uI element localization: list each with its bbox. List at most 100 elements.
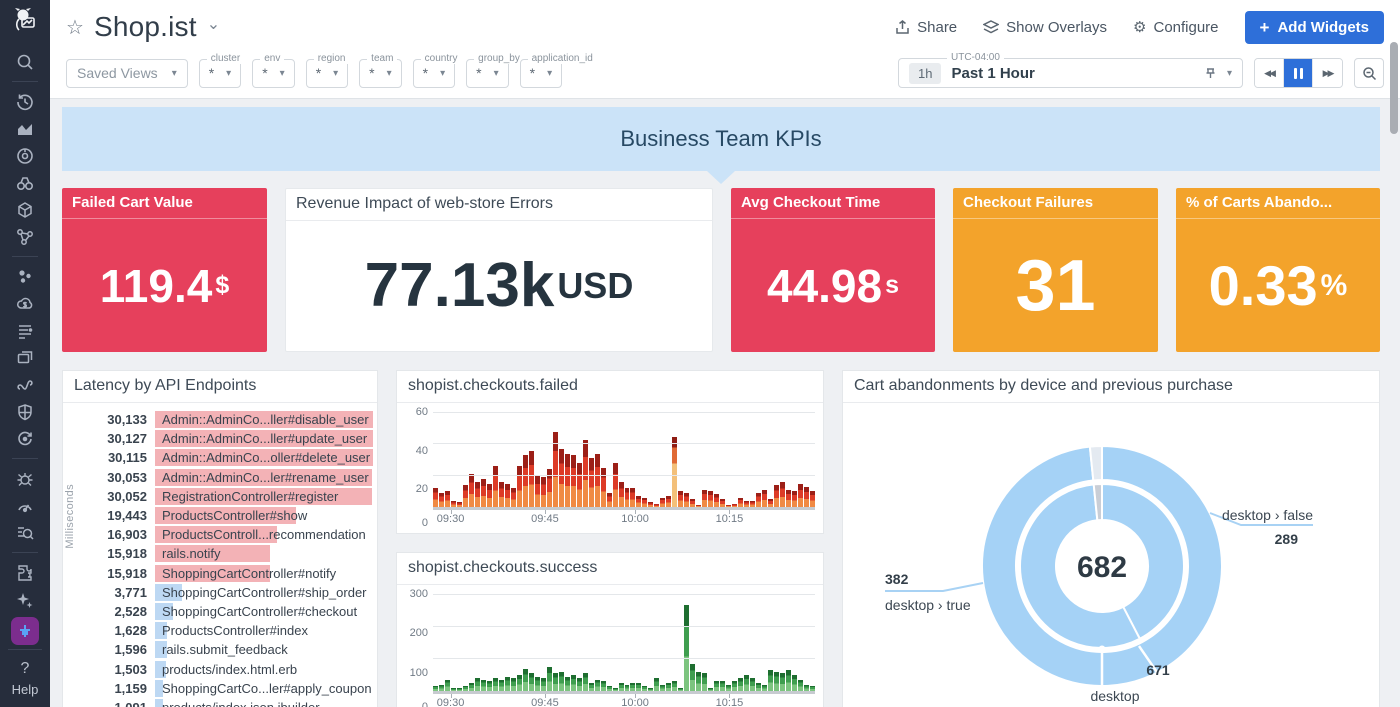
sidebar-item-log-explorer[interactable] <box>12 521 38 544</box>
bar[interactable] <box>738 498 743 507</box>
bar[interactable] <box>559 449 564 507</box>
bar[interactable] <box>804 487 809 507</box>
sidebar-item-network-map[interactable] <box>12 225 38 248</box>
configure-button[interactable]: ⚙ Configure <box>1133 18 1219 36</box>
bar[interactable] <box>511 488 516 507</box>
title-chevron-down-icon[interactable]: ⌄ <box>207 14 220 34</box>
bar[interactable] <box>505 677 510 691</box>
bar[interactable] <box>720 681 725 691</box>
bar[interactable] <box>690 499 695 507</box>
template-variable-group_by[interactable]: group_by*▾ <box>466 59 508 88</box>
bar[interactable] <box>708 688 713 691</box>
sidebar-item-watchdog[interactable] <box>12 144 38 167</box>
datadog-logo[interactable] <box>0 0 50 40</box>
bar[interactable] <box>439 493 444 507</box>
bar[interactable] <box>535 677 540 691</box>
bar[interactable] <box>756 683 761 691</box>
bar[interactable] <box>451 688 456 691</box>
bar[interactable] <box>798 680 803 691</box>
sidebar-item-ci-pipelines[interactable] <box>12 373 38 396</box>
toplist-row[interactable]: 1,596rails.submit_feedback <box>77 640 373 659</box>
bar[interactable] <box>607 493 612 507</box>
toplist-row[interactable]: 30,052RegistrationController#register <box>77 487 373 506</box>
bar[interactable] <box>505 484 510 508</box>
toplist-row[interactable]: 1,091products/index.json.jbuilder <box>77 698 373 707</box>
bar[interactable] <box>702 490 707 507</box>
checkouts-success-widget[interactable]: shopist.checkouts.success 0100200300 09:… <box>396 552 824 707</box>
bar[interactable] <box>499 482 504 507</box>
kpi-widget-1[interactable]: Revenue Impact of web-store Errors77.13k… <box>285 188 713 352</box>
add-widgets-button[interactable]: + Add Widgets <box>1245 11 1384 44</box>
sidebar-item-synthetics[interactable] <box>12 427 38 450</box>
bar[interactable] <box>654 678 659 691</box>
kpi-widget-2[interactable]: Avg Checkout Time44.98s <box>731 188 935 352</box>
bar[interactable] <box>792 675 797 691</box>
bar[interactable] <box>654 504 659 507</box>
checkouts-failed-widget[interactable]: shopist.checkouts.failed 0204060 09:3009… <box>396 370 824 534</box>
bar[interactable] <box>714 681 719 691</box>
bar[interactable] <box>535 476 540 507</box>
bar[interactable] <box>589 683 594 691</box>
bar[interactable] <box>798 484 803 508</box>
bar[interactable] <box>684 493 689 507</box>
bar[interactable] <box>433 686 438 691</box>
bar[interactable] <box>810 491 815 507</box>
bar[interactable] <box>457 502 462 507</box>
bar[interactable] <box>601 681 606 691</box>
bar[interactable] <box>684 605 689 691</box>
bar[interactable] <box>744 501 749 507</box>
chevron-down-icon[interactable]: ▾ <box>1227 68 1232 79</box>
sidebar-item-metrics[interactable] <box>12 117 38 140</box>
bar[interactable] <box>702 673 707 691</box>
bar[interactable] <box>511 678 516 691</box>
sidebar-item-workflows[interactable] <box>11 617 39 645</box>
show-overlays-button[interactable]: Show Overlays <box>983 19 1107 36</box>
bar[interactable] <box>678 491 683 507</box>
bar[interactable] <box>463 686 468 691</box>
toplist-row[interactable]: 1,628ProductsController#index <box>77 621 373 640</box>
bar[interactable] <box>523 455 528 507</box>
bar[interactable] <box>595 680 600 691</box>
bar[interactable] <box>565 677 570 691</box>
bar[interactable] <box>445 680 450 691</box>
share-button[interactable]: Share <box>895 19 957 36</box>
bar[interactable] <box>469 683 474 691</box>
bar[interactable] <box>732 681 737 691</box>
toplist-row[interactable]: 1,503products/index.html.erb <box>77 659 373 678</box>
bar[interactable] <box>469 474 474 507</box>
bar[interactable] <box>577 678 582 691</box>
bar[interactable] <box>613 463 618 507</box>
bar[interactable] <box>630 488 635 507</box>
bar[interactable] <box>630 683 635 691</box>
toplist-row[interactable]: 30,115Admin::AdminCo...oller#delete_user <box>77 448 373 467</box>
sidebar-item-apm[interactable] <box>12 171 38 194</box>
bar[interactable] <box>768 499 773 507</box>
zoom-out-button[interactable] <box>1354 58 1384 88</box>
bar[interactable] <box>678 688 683 691</box>
bar[interactable] <box>732 504 737 507</box>
sidebar-item-cloud-cost[interactable] <box>12 292 38 315</box>
bar[interactable] <box>780 673 785 691</box>
bar[interactable] <box>451 501 456 507</box>
bar[interactable] <box>762 490 767 507</box>
bar[interactable] <box>642 686 647 691</box>
bar[interactable] <box>487 484 492 508</box>
kpi-widget-0[interactable]: Failed Cart Value119.4$ <box>62 188 267 352</box>
bar[interactable] <box>583 440 588 507</box>
bar[interactable] <box>481 680 486 691</box>
sidebar-item-bits-ai[interactable] <box>12 588 38 611</box>
template-variable-team[interactable]: team*▾ <box>359 59 401 88</box>
bar[interactable] <box>619 482 624 507</box>
toplist-row[interactable]: 16,903ProductsControll...recommendation <box>77 525 373 544</box>
bar[interactable] <box>744 675 749 691</box>
bar[interactable] <box>636 496 641 507</box>
bar[interactable] <box>672 437 677 508</box>
bar[interactable] <box>714 494 719 507</box>
bar[interactable] <box>726 685 731 691</box>
time-forward-button[interactable]: ▶▶ <box>1313 59 1342 87</box>
sidebar-item-history[interactable] <box>12 90 38 113</box>
time-backward-button[interactable]: ◀◀ <box>1255 59 1284 87</box>
bar[interactable] <box>559 672 564 691</box>
bar[interactable] <box>726 505 731 507</box>
bar[interactable] <box>517 466 522 507</box>
